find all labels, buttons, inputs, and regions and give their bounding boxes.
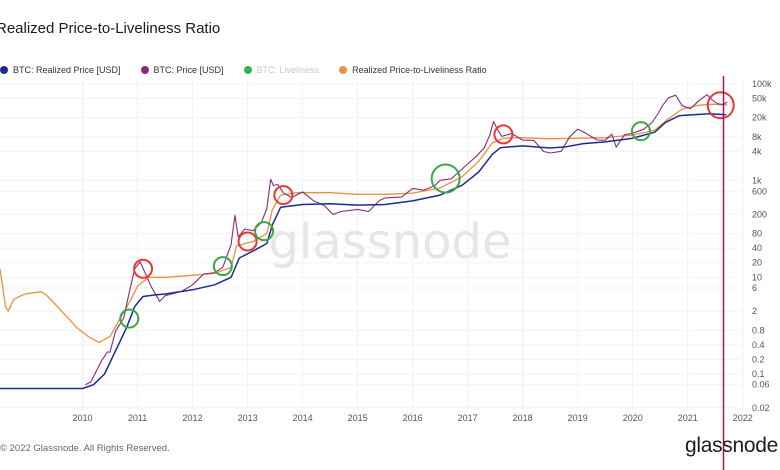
y-tick-label: 20	[752, 258, 762, 268]
green-circle-marker	[254, 221, 275, 242]
x-tick-label: 2013	[238, 413, 258, 423]
x-tick-label: 2014	[293, 413, 313, 423]
y-tick-label: 0.02	[752, 403, 770, 413]
ratio-line	[0, 103, 728, 344]
y-tick-label: 1k	[752, 176, 762, 186]
green-circle-marker	[212, 256, 233, 277]
legend-label: BTC: Liveliness	[256, 65, 320, 75]
y-tick-label: 40	[752, 243, 762, 253]
legend-dot-icon	[0, 66, 8, 74]
green-circle-marker	[630, 121, 651, 142]
legend-label: BTC: Realized Price [USD]	[13, 65, 121, 75]
x-tick-label: 2018	[513, 413, 533, 423]
brand-logo: glassnode	[684, 434, 778, 457]
legend-item-price[interactable]: BTC: Price [USD]	[140, 65, 224, 75]
legend-item-ratio[interactable]: Realized Price-to-Liveliness Ratio	[339, 65, 487, 75]
gridlines	[0, 80, 744, 410]
chart-title: Realized Price-to-Liveliness Ratio	[0, 20, 221, 37]
y-tick-label: 100k	[752, 79, 772, 89]
y-tick-label: 10	[752, 272, 762, 282]
x-tick-label: 2010	[73, 413, 93, 423]
y-tick-label: 0.4	[752, 340, 765, 350]
y-tick-label: 0.06	[752, 380, 770, 390]
y-tick-label: 50k	[752, 93, 767, 103]
legend-dot-icon	[243, 66, 252, 74]
green-circle-marker	[119, 308, 140, 329]
legend-item-realized-price[interactable]: BTC: Realized Price [USD]	[0, 65, 121, 75]
x-tick-label: 2020	[623, 413, 643, 423]
series-group	[0, 94, 728, 390]
x-tick-label: 2019	[568, 413, 588, 423]
x-tick-label: 2017	[458, 413, 478, 423]
legend-dot-icon	[339, 66, 348, 74]
x-tick-label: 2011	[128, 413, 147, 423]
y-tick-label: 0.8	[752, 325, 765, 335]
red-circle-marker	[237, 231, 258, 252]
green-circle-marker	[430, 163, 461, 194]
y-tick-label: 2	[752, 306, 757, 316]
y-tick-label: 0.2	[752, 354, 765, 364]
legend-item-liveliness[interactable]: BTC: Liveliness	[243, 65, 320, 75]
x-axis: 2010 2011 2012 2013 2014 2015 2016 2017 2018 2019…	[73, 413, 753, 423]
y-tick-label: 4k	[752, 146, 762, 156]
y-tick-label: 8k	[752, 132, 762, 142]
y-tick-label: 600	[752, 186, 767, 196]
y-tick-label: 200	[752, 209, 767, 219]
x-tick-label: 2012	[183, 413, 203, 423]
y-tick-label: 0.1	[752, 369, 765, 379]
x-tick-label: 2015	[348, 413, 368, 423]
red-circle-marker	[493, 124, 514, 145]
y-tick-label: 80	[752, 229, 762, 239]
x-tick-label: 2021	[678, 413, 698, 423]
x-tick-label: 2022	[733, 413, 753, 423]
x-tick-label: 2016	[403, 413, 423, 423]
red-circle-marker	[706, 91, 735, 120]
legend-label: Realized Price-to-Liveliness Ratio	[352, 65, 487, 75]
legend-label: BTC: Price [USD]	[153, 65, 224, 75]
legend-dot-icon	[140, 66, 149, 74]
realized-price-line	[0, 113, 727, 390]
watermark: glassnode	[268, 214, 511, 270]
red-circle-marker	[273, 185, 294, 206]
red-circle-marker	[133, 258, 154, 279]
legend: BTC: Realized Price [USD] BTC: Price [US…	[0, 62, 507, 78]
copyright-footer: © 2022 Glassnode. All Rights Reserved.	[0, 443, 170, 454]
y-tick-label: 6	[752, 283, 757, 293]
y-tick-label: 20k	[752, 113, 767, 123]
annotation-group	[119, 76, 735, 470]
